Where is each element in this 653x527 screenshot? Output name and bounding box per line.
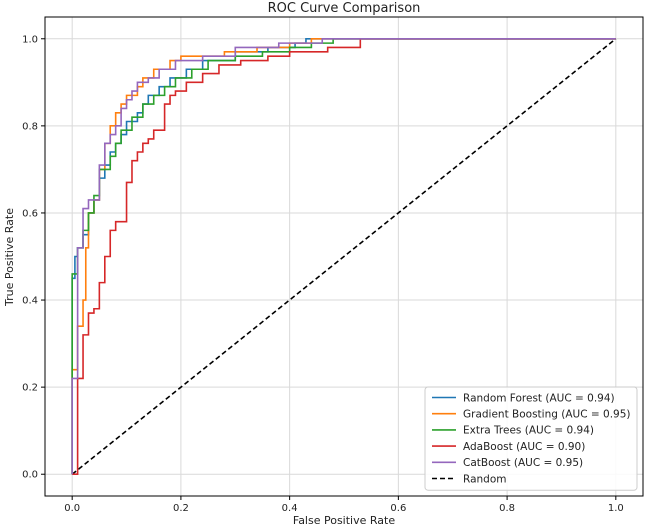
legend-label: Random Forest (AUC = 0.94) xyxy=(463,392,615,404)
legend: Random Forest (AUC = 0.94) Gradient Boost… xyxy=(424,386,638,491)
series-line-catboost-4 xyxy=(71,37,616,475)
y-tick-label: 0.0 xyxy=(22,470,38,481)
legend-box xyxy=(424,386,638,491)
axis-ticks: 0.0 0.2 0.4 0.6 0.8 1.0 0.0 0.2 0.4 0.6 0.8 1.0 xyxy=(22,34,624,514)
y-tick-label: 1.0 xyxy=(22,34,38,45)
x-axis-label: False Positive Rate xyxy=(293,514,395,527)
legend-label: AdaBoost (AUC = 0.90) xyxy=(463,441,585,453)
legend-label: Gradient Boosting (AUC = 0.95) xyxy=(463,409,631,421)
y-tick-label: 0.6 xyxy=(22,208,38,219)
x-tick-label: 0.0 xyxy=(64,503,80,514)
legend-label: Extra Trees (AUC = 0.94) xyxy=(463,425,594,437)
grid-lines xyxy=(45,17,643,496)
legend-label: CatBoost (AUC = 0.95) xyxy=(463,457,583,469)
series-line-extra-2 xyxy=(71,37,616,475)
series-lines xyxy=(71,37,617,476)
y-axis-label: True Positive Rate xyxy=(3,208,16,307)
series-line-random-5 xyxy=(71,38,617,475)
legend-label: Random xyxy=(463,473,506,485)
chart-title: ROC Curve Comparison xyxy=(268,1,421,16)
x-tick-label: 0.8 xyxy=(499,503,515,514)
y-tick-label: 0.4 xyxy=(22,296,38,307)
x-tick-label: 0.2 xyxy=(173,503,189,514)
x-tick-label: 0.4 xyxy=(282,503,298,514)
plot-frame xyxy=(44,16,644,497)
x-tick-label: 0.6 xyxy=(390,503,406,514)
y-tick-label: 0.2 xyxy=(22,383,38,394)
series-line-adaboost-3 xyxy=(72,37,616,476)
y-tick-label: 0.8 xyxy=(22,121,38,132)
series-line-gradient-1 xyxy=(71,37,616,475)
x-tick-label: 1.0 xyxy=(608,503,624,514)
